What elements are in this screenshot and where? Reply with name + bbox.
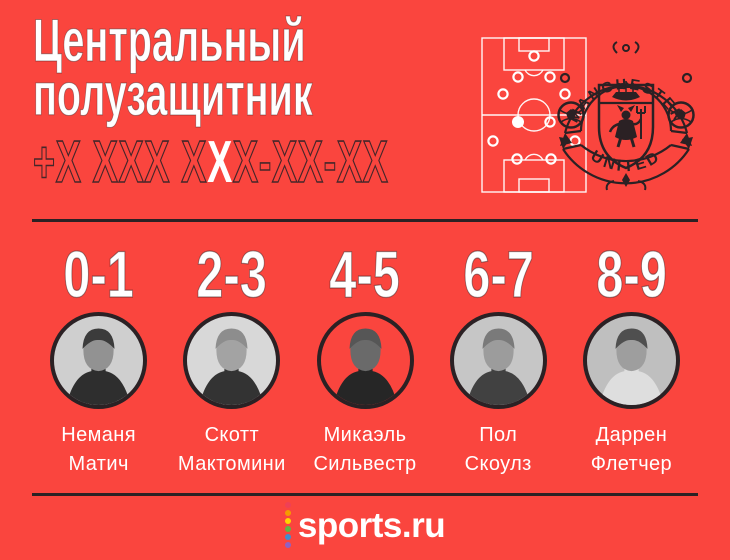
manchester-united-crest-icon: MANCHESTER UNITED (557, 41, 695, 191)
player-column: 4-5 Микаэль Сильвестр (298, 237, 431, 479)
player-column: 6-7 Пол Скоулз (432, 237, 565, 479)
sportsru-dots-icon (284, 502, 291, 548)
sportsru-logo-text: sports.ru (297, 505, 446, 545)
crest-ornaments (605, 41, 647, 191)
svg-text:UNITED: UNITED (588, 148, 665, 176)
player-name: Даррен Флетчер (590, 424, 673, 475)
phone-mask-highlight: Х (207, 129, 233, 195)
divider-bottom (32, 493, 698, 496)
player-digits: 4-5 (329, 237, 401, 311)
player-name: Пол Скоулз (464, 424, 532, 475)
player-photo (54, 316, 143, 405)
header: Центральный полузащитник +Х ХХХ ХХХ-ХХ-Х… (32, 7, 588, 193)
logo-dot (284, 542, 291, 548)
title-line-1: Центральный (33, 7, 306, 74)
player-avatar (449, 312, 547, 409)
player-column: 2-3 Скотт Мактомини (165, 237, 298, 479)
logo-dot (284, 534, 291, 540)
crest-ship-icon (612, 81, 640, 101)
player-photo (454, 316, 543, 405)
player-avatar (183, 312, 281, 409)
player-name: Скотт Мактомини (177, 424, 286, 475)
footer: sports.ru (0, 502, 730, 548)
player-photo (321, 316, 410, 405)
player-avatar (50, 312, 148, 409)
player-column: 8-9 Даррен Флетчер (565, 237, 698, 479)
phone-mask: +Х ХХХ ХХХ-ХХ-ХХ (32, 132, 388, 193)
phone-mask-tail: Х-ХХ-ХХ (232, 129, 389, 195)
player-photo (187, 316, 276, 405)
logo-dot (284, 502, 291, 508)
player-digits: 0-1 (63, 237, 134, 311)
player-name: Неманя Матич (61, 424, 136, 475)
logo-dot (284, 510, 291, 516)
crest-football-icon (557, 101, 695, 129)
crest-devil-icon (608, 105, 646, 148)
title-line-2: полузащитник (33, 61, 313, 128)
player-avatar (582, 312, 680, 409)
page-title: Центральный полузащитник (33, 7, 400, 128)
player-name: Микаэль Сильвестр (313, 424, 417, 475)
formation-pitch-icon (481, 37, 587, 193)
logo-dot (284, 526, 291, 532)
player-avatar (316, 312, 414, 409)
phone-mask-lead: +Х ХХХ Х (32, 129, 208, 195)
player-column: 0-1 Неманя Матич (32, 237, 165, 479)
logo-dot (284, 518, 291, 524)
player-digits: 6-7 (462, 237, 534, 311)
player-photo (587, 316, 676, 405)
player-digits: 2-3 (196, 237, 268, 311)
player-digits: 8-9 (596, 237, 667, 311)
crest-bottom-text: UNITED (588, 148, 662, 176)
divider-top (32, 219, 698, 222)
players-grid: 0-1 Неманя Матич 2-3 Скотт Мактомини 4-5 (32, 237, 698, 479)
highlighted-position-dot (512, 116, 524, 128)
